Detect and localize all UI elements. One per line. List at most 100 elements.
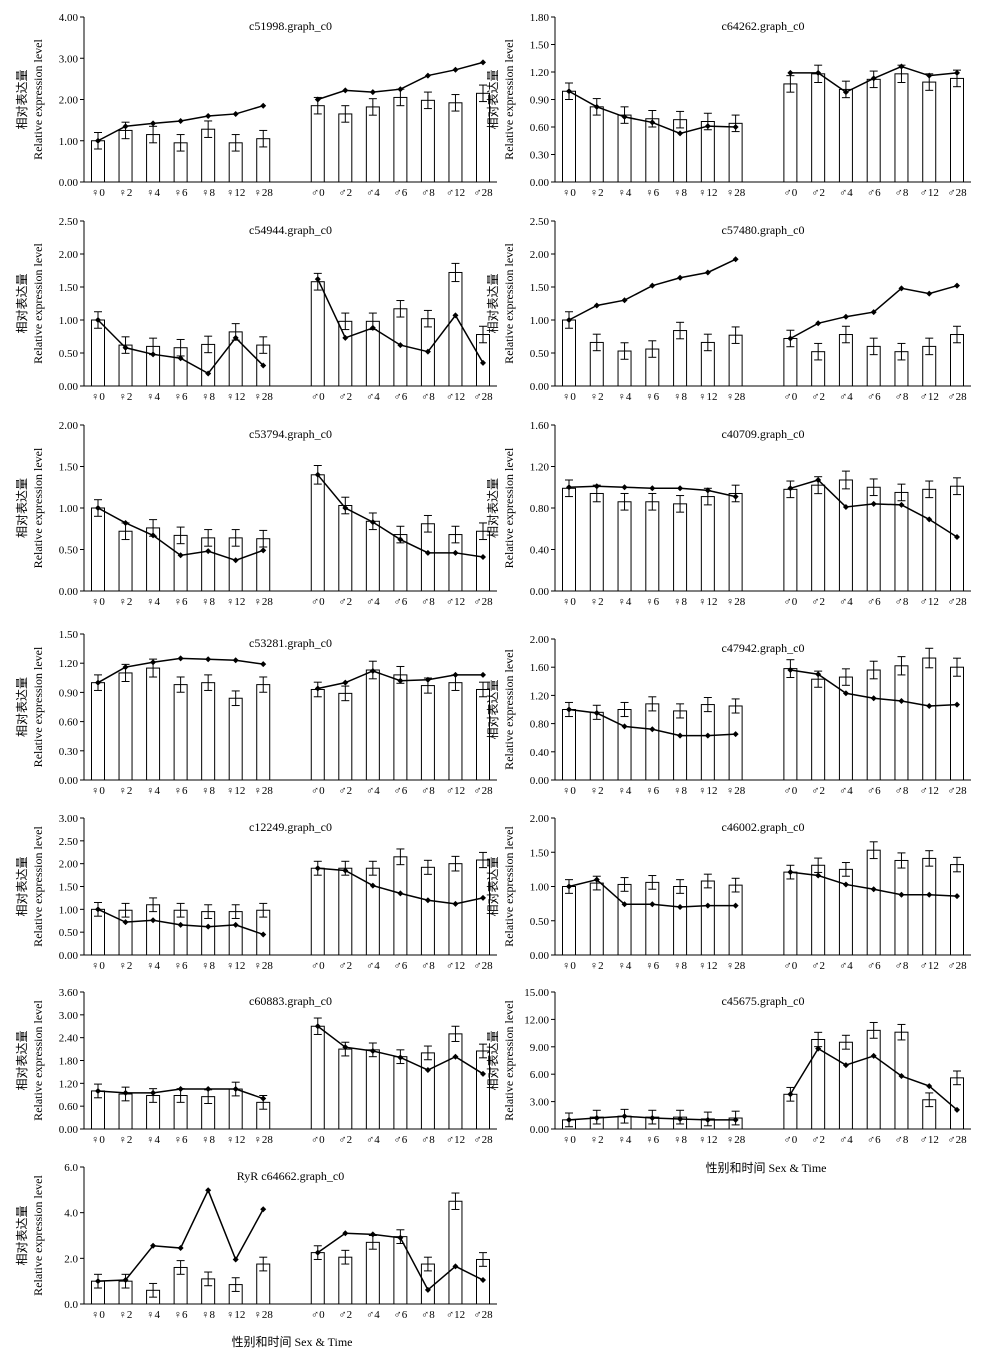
chart-panel: 0.00 0.50 1.00 1.50 2.00 2.50 ♀0 ♀2 ♀4 ♀6 ♀8 ♀12 ♀28… [15,216,497,403]
x-tick-label: ♀8 [201,187,215,199]
x-tick-label: ♂0 [311,960,325,972]
data-point [314,865,321,872]
x-tick-label: ♀6 [645,785,659,797]
x-tick-label: ♀12 [226,391,245,403]
bar [338,1048,353,1130]
y-tick-label: 0.00 [530,1124,550,1136]
x-tick-label: ♂2 [338,187,352,199]
x-tick-label: ♂2 [338,1134,352,1146]
series-line [568,258,736,321]
data-point [621,484,628,491]
data-point [424,1067,431,1074]
x-tick-label: ♀28 [726,785,746,797]
x-tick-label: ♀12 [226,596,245,608]
x-tick-label: ♀4 [618,960,632,972]
bar [173,684,188,781]
data-point [621,901,628,908]
x-tick-label: ♀4 [618,391,632,403]
data-point [177,921,184,928]
x-tick-label: ♀4 [146,187,160,199]
bar [700,704,715,781]
x-tick-label: ♀6 [174,1134,188,1146]
x-tick-label: ♂2 [811,596,825,608]
bar [673,710,688,781]
x-tick-label: ♂6 [867,785,881,797]
x-tick-label: ♀8 [201,960,215,972]
y-tick-label: 0.30 [530,150,550,162]
x-tick-label: ♂4 [839,960,853,972]
y-tick-label: 0.00 [530,381,550,393]
data-point [95,1087,101,1094]
data-point [397,890,404,897]
data-point [480,59,486,66]
x-tick-label: ♀6 [174,391,188,403]
y-axis-label-en: Relative expression level [31,39,45,160]
data-point [566,317,572,323]
bar [146,904,161,956]
data-point [593,710,600,717]
bar [950,1077,964,1130]
bar [393,96,408,183]
data-point [732,731,739,738]
data-point [870,695,877,702]
data-point [342,334,349,341]
bar [700,880,715,956]
data-point [342,87,349,94]
x-tick-label: ♂12 [920,187,939,199]
bar [310,105,325,183]
y-tick-label: 1.00 [59,136,79,148]
data-point [593,302,600,309]
y-tick-label: 0.80 [530,719,550,731]
chart-panel: 0.00 3.00 6.00 9.00 12.00 15.00 ♀0 ♀2 ♀4 ♀6 ♀8 ♀12 ♀… [486,987,971,1146]
x-tick-label: ♀0 [562,785,576,797]
bar [838,88,853,183]
data-point [205,923,212,930]
data-point [260,362,267,369]
y-tick-label: 1.50 [59,882,79,894]
x-tick-label: ♀4 [618,187,632,199]
x-tick-label: ♂6 [394,187,408,199]
y-tick-label: 3.00 [530,1097,550,1109]
data-point [342,1230,349,1237]
y-tick-label: 1.00 [530,315,550,327]
data-point [815,69,822,76]
bar [811,484,826,592]
data-point [342,505,349,511]
x-tick-label: ♂8 [895,596,909,608]
bar [728,122,743,183]
x-tick-label: ♂4 [366,596,380,608]
bar [448,863,463,956]
data-point [732,493,739,500]
x-tick-label: ♀8 [201,596,215,608]
x-tick-label: ♀6 [645,187,659,199]
data-point [314,276,321,283]
data-point [649,901,656,908]
bar [673,886,688,956]
bar [950,77,964,183]
x-tick-label: ♂12 [920,1134,939,1146]
data-point [95,1278,101,1285]
x-tick-label: ♂0 [311,1309,325,1321]
data-point [369,324,376,331]
data-point [452,900,459,907]
x-tick-label: ♀0 [562,391,576,403]
y-tick-label: 1.50 [530,40,550,52]
bar [562,319,576,387]
bar [838,479,853,592]
data-point [787,869,794,876]
panel-title: c12249.graph_c0 [249,820,332,834]
data-point [954,69,960,76]
data-point [150,532,157,539]
bar [338,320,353,387]
x-tick-label: ♂4 [366,391,380,403]
y-tick-label: 2.40 [59,1033,79,1045]
y-tick-label: 0.00 [59,177,79,189]
x-tick-label: ♀4 [618,596,632,608]
y-tick-label: 1.00 [59,503,79,515]
data-point [232,657,239,664]
data-point [260,1206,267,1213]
x-tick-label: ♂2 [338,960,352,972]
data-point [815,476,822,483]
bar [617,883,632,956]
y-tick-label: 1.50 [59,629,79,641]
